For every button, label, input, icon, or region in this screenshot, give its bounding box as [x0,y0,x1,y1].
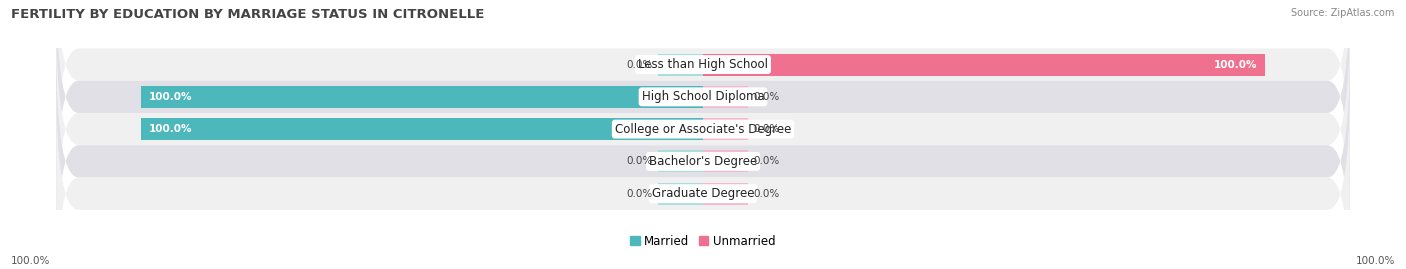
Bar [703,183,748,205]
Text: 100.0%: 100.0% [149,92,193,102]
Text: FERTILITY BY EDUCATION BY MARRIAGE STATUS IN CITRONELLE: FERTILITY BY EDUCATION BY MARRIAGE STATU… [11,8,485,21]
Text: 0.0%: 0.0% [626,59,652,70]
Bar [658,183,703,205]
Bar [141,118,703,140]
Text: 0.0%: 0.0% [754,156,780,167]
Text: Bachelor's Degree: Bachelor's Degree [650,155,756,168]
Text: Source: ZipAtlas.com: Source: ZipAtlas.com [1291,8,1395,18]
Text: Graduate Degree: Graduate Degree [652,187,754,200]
Text: 100.0%: 100.0% [1213,59,1257,70]
Text: High School Diploma: High School Diploma [641,90,765,103]
Bar [703,86,748,108]
Bar [703,118,748,140]
FancyBboxPatch shape [56,0,1350,210]
Text: Less than High School: Less than High School [638,58,768,71]
Bar [703,150,748,172]
Text: 100.0%: 100.0% [149,124,193,134]
FancyBboxPatch shape [56,0,1350,178]
Text: 0.0%: 0.0% [754,124,780,134]
Bar [703,54,1265,76]
FancyBboxPatch shape [56,48,1350,269]
Bar [141,86,703,108]
Text: College or Associate's Degree: College or Associate's Degree [614,123,792,136]
Text: 100.0%: 100.0% [1355,256,1395,266]
FancyBboxPatch shape [56,16,1350,242]
Text: 0.0%: 0.0% [754,189,780,199]
Text: 0.0%: 0.0% [754,92,780,102]
Text: 0.0%: 0.0% [626,156,652,167]
Text: 100.0%: 100.0% [11,256,51,266]
Bar [658,54,703,76]
Bar [658,150,703,172]
Legend: Married, Unmarried: Married, Unmarried [626,230,780,252]
Text: 0.0%: 0.0% [626,189,652,199]
FancyBboxPatch shape [56,81,1350,269]
